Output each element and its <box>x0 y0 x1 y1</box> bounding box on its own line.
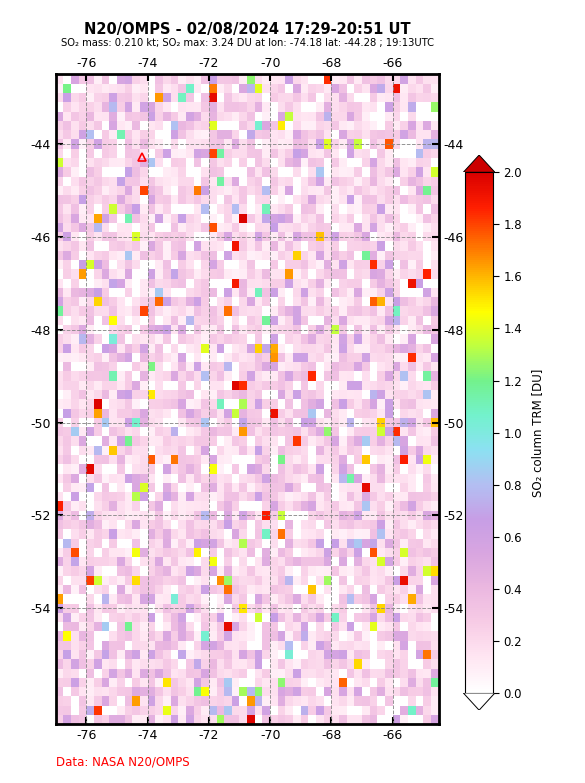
Text: SO₂ mass: 0.210 kt; SO₂ max: 3.24 DU at lon: -74.18 lat: -44.28 ; 19:13UTC: SO₂ mass: 0.210 kt; SO₂ max: 3.24 DU at … <box>61 38 433 48</box>
Y-axis label: SO₂ column TRM [DU]: SO₂ column TRM [DU] <box>531 369 543 496</box>
Polygon shape <box>463 693 495 710</box>
Text: N20/OMPS - 02/08/2024 17:29-20:51 UT: N20/OMPS - 02/08/2024 17:29-20:51 UT <box>84 22 411 37</box>
Text: Data: NASA N20/OMPS: Data: NASA N20/OMPS <box>56 756 189 769</box>
Polygon shape <box>463 155 495 172</box>
